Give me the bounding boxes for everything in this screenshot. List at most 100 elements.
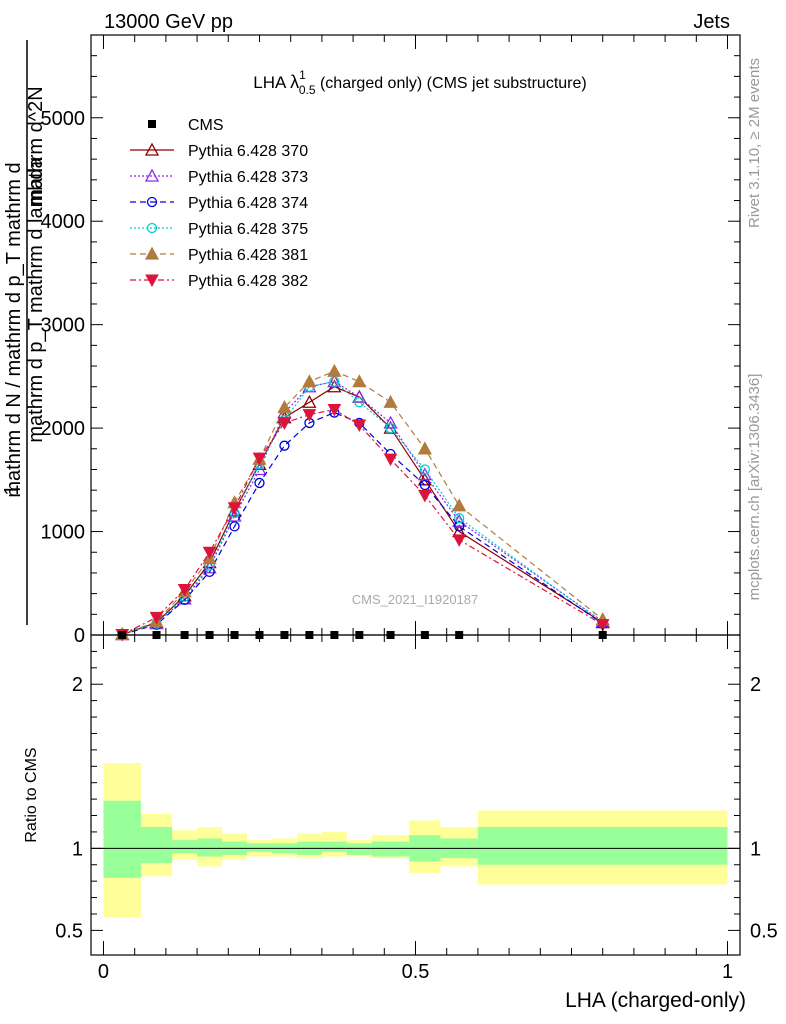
y-axis-label-d2n: mathrm d^2N [25, 86, 47, 205]
series-5-point-13 [595, 619, 610, 632]
x-tick-label-2: 1 [722, 961, 733, 983]
series-4-point-10 [383, 394, 398, 408]
y-axis-label-numerator: 1 [1, 484, 23, 495]
legend-label-0: Pythia 6.428 370 [188, 143, 308, 160]
legend-marker-cms [148, 120, 156, 128]
legend-label-4: Pythia 6.428 381 [188, 247, 308, 264]
series-4-point-9 [352, 374, 367, 388]
ratio-y-axis-label: Ratio to CMS [23, 747, 40, 842]
legend-label-3: Pythia 6.428 375 [188, 221, 308, 238]
y-tick-label-2: 2000 [41, 418, 86, 440]
series-5-point-3 [202, 546, 217, 560]
series-0-point-7 [302, 394, 317, 408]
legend-marker-4 [144, 246, 160, 260]
series-4-point-11 [417, 441, 432, 455]
y-axis-label-dpt: mathrm d p_T mathrm d lambda [25, 156, 47, 442]
series-5-point-4 [227, 502, 242, 515]
y-tick-label-3: 3000 [41, 315, 86, 337]
series-5-point-7 [302, 409, 317, 422]
legend-marker-0 [144, 142, 160, 156]
y-tick-label-1: 1000 [41, 522, 86, 544]
series-2-point-12 [454, 521, 465, 532]
title-suffix: (charged only) (CMS jet substructure) [316, 75, 587, 92]
y-axis-label: mathrm d N / mathrm d p_T mathrm d [3, 162, 25, 497]
header-right: Jets [693, 11, 730, 33]
series-5-point-5 [252, 452, 267, 466]
header-left: 13000 GeV pp [104, 11, 233, 33]
series-5-point-11 [418, 489, 432, 503]
series-2-point-5 [254, 477, 265, 489]
series-1-point-9 [352, 389, 367, 403]
analysis-watermark: CMS_2021_I1920187 [352, 592, 479, 607]
legend-marker-1 [144, 168, 160, 182]
legend: CMS Pythia 6.428 370 Pythia 6.428 373 Pythi… [130, 117, 308, 290]
series-1-point-5 [252, 462, 267, 476]
stat-band-8 [321, 841, 347, 852]
ratio-tick-label-right-1: 1 [750, 838, 761, 860]
ratio-tick-label-2: 2 [72, 674, 83, 696]
title-lambda: λ [290, 72, 299, 92]
series-2-point-4 [229, 521, 240, 532]
series-1-point-4 [227, 508, 242, 522]
title-prefix: LHA [253, 73, 290, 92]
mc-series [115, 363, 610, 642]
series-line-0 [122, 386, 604, 636]
series-5-point-12 [452, 534, 467, 547]
y-tick-label-5: 5000 [41, 108, 86, 130]
series-5-point-8 [327, 403, 342, 417]
series-2-point-3 [204, 566, 215, 578]
stat-band-13 [477, 827, 728, 865]
legend-label-2: Pythia 6.428 374 [188, 195, 308, 212]
series-5-point-6 [277, 417, 292, 430]
rivet-side-label: Rivet 3.1.10, ≥ 2M events [746, 58, 763, 228]
stat-band-2 [172, 840, 198, 854]
y-tick-label-0: 0 [74, 625, 85, 647]
series-4-point-6 [277, 400, 292, 414]
ratio-tick-label-0: 0.5 [55, 920, 83, 942]
legend-label-1: Pythia 6.428 373 [188, 169, 308, 186]
y-tick-label-4: 4000 [41, 211, 86, 233]
legend-marker-2 [146, 196, 158, 208]
x-axis-label: LHA (charged-only) [565, 989, 746, 1012]
ratio-bands [103, 763, 728, 918]
series-1-point-10 [383, 415, 398, 429]
legend-marker-5 [145, 274, 159, 288]
series-1-point-12 [452, 513, 467, 527]
series-3-point-11 [419, 464, 431, 475]
series-5-point-9 [352, 419, 367, 433]
legend-label-cms: CMS [188, 117, 224, 134]
series-4-point-7 [302, 374, 317, 388]
series-3-point-9 [354, 397, 365, 408]
stat-band-10 [371, 841, 410, 857]
series-3-point-10 [385, 422, 396, 434]
x-tick-label-0: 0 [98, 961, 109, 983]
series-line-5 [121, 408, 604, 636]
stat-band-5 [247, 843, 272, 852]
x-tick-label-1: 0.5 [402, 961, 430, 983]
stat-band-1 [140, 827, 173, 864]
series-4-point-8 [327, 363, 342, 377]
y-axis-label-denominator: mathrm d N / mathrm d p_T mathrm d [3, 162, 25, 497]
series-5-point-2 [177, 583, 192, 597]
ratio-tick-label-1: 1 [72, 838, 83, 860]
mcplots-side-label: mcplots.cern.ch [arXiv:1306.3436] [746, 374, 763, 601]
series-line-3 [122, 380, 604, 636]
legend-marker-3 [146, 222, 158, 234]
series-2-point-11 [419, 479, 431, 491]
stat-band-3 [197, 838, 223, 857]
title-sub: 0.5 [299, 83, 316, 97]
stat-band-0 [103, 800, 141, 878]
series-5-point-1 [149, 611, 164, 625]
series-5-point-10 [383, 453, 398, 467]
series-3-point-12 [454, 512, 465, 524]
title-sup: 1 [299, 68, 306, 82]
series-3-point-8 [329, 376, 340, 387]
legend-label-5: Pythia 6.428 382 [188, 273, 308, 290]
series-4-point-12 [452, 498, 467, 512]
ratio-tick-label-right-2: 2 [750, 674, 761, 696]
chart-title: LHA λ1 0.5 (charged only) (CMS jet substr… [253, 68, 586, 97]
stat-band-9 [346, 843, 372, 855]
series-2-point-6 [279, 440, 290, 451]
